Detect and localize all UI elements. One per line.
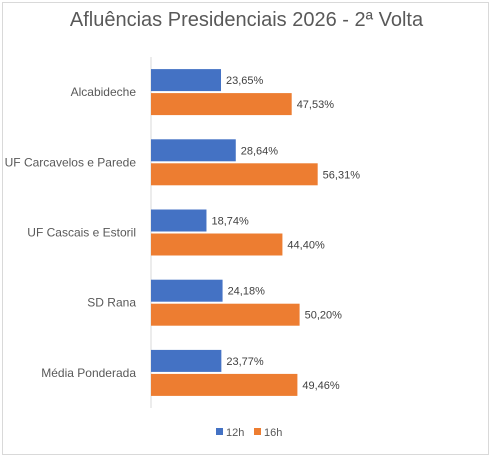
category-label: Média Ponderada (41, 366, 136, 380)
data-label: 49,46% (302, 380, 340, 392)
legend-swatch (254, 428, 261, 435)
legend-label: 12h (226, 427, 244, 439)
bar-12h (151, 279, 223, 302)
data-label: 24,18% (228, 286, 266, 298)
data-label: 50,20% (305, 310, 343, 322)
bar-16h (151, 373, 298, 396)
chart-title: Afluências Presidenciais 2026 - 2ª Volta (69, 9, 424, 31)
bar-16h (151, 303, 300, 326)
legend-label: 16h (264, 427, 282, 439)
data-label: 56,31% (323, 169, 361, 181)
category-label: Alcabideche (71, 85, 137, 99)
category-label: UF Carcavelos e Parede (5, 155, 137, 169)
data-label: 28,64% (241, 145, 279, 157)
category-label: SD Rana (87, 296, 136, 310)
data-label: 47,53% (297, 99, 335, 111)
legend-swatch (216, 428, 223, 435)
data-label: 23,65% (226, 75, 264, 87)
bar-16h (151, 233, 283, 256)
bar-12h (151, 69, 222, 92)
data-label: 44,40% (287, 240, 325, 252)
bar-12h (151, 349, 222, 372)
bar-16h (151, 93, 292, 116)
bar-12h (151, 209, 207, 232)
data-label: 23,77% (226, 356, 264, 368)
bar-16h (151, 163, 318, 186)
category-label: UF Cascais e Estoril (27, 226, 136, 240)
data-label: 18,74% (211, 216, 249, 228)
bar-12h (151, 139, 236, 162)
